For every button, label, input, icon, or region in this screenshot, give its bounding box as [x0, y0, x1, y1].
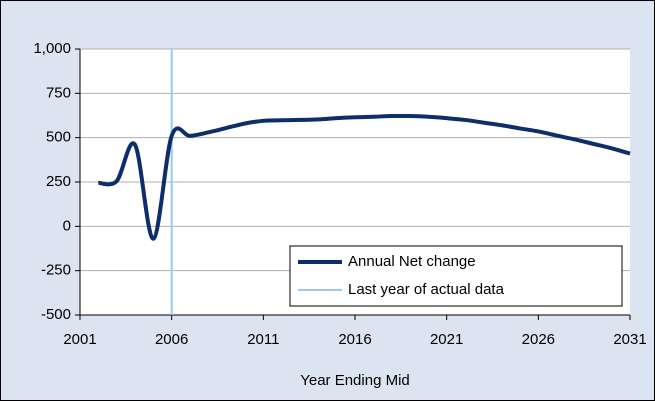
x-tick-label: 2016	[338, 331, 371, 348]
y-tick-label: 250	[46, 173, 71, 190]
y-tick-label: 750	[46, 84, 71, 101]
x-axis-label: Year Ending Mid	[300, 372, 410, 389]
legend-label: Annual Net change	[348, 253, 476, 270]
x-tick-label: 2026	[522, 331, 555, 348]
legend-box	[289, 245, 623, 307]
y-tick-label: 500	[46, 129, 71, 146]
legend-label: Last year of actual data	[348, 281, 505, 298]
x-tick-label: 2031	[613, 331, 646, 348]
series-line	[98, 113, 631, 241]
x-tick-label: 2001	[63, 331, 96, 348]
x-tick-label: 2011	[247, 331, 279, 348]
y-tick-label: -500	[41, 306, 71, 323]
x-tick-label: 2006	[155, 331, 188, 348]
y-tick-label: 1,000	[33, 40, 71, 57]
x-tick-label: 2021	[430, 331, 463, 348]
y-tick-label: -250	[41, 262, 71, 279]
y-tick-label: 0	[63, 217, 71, 234]
